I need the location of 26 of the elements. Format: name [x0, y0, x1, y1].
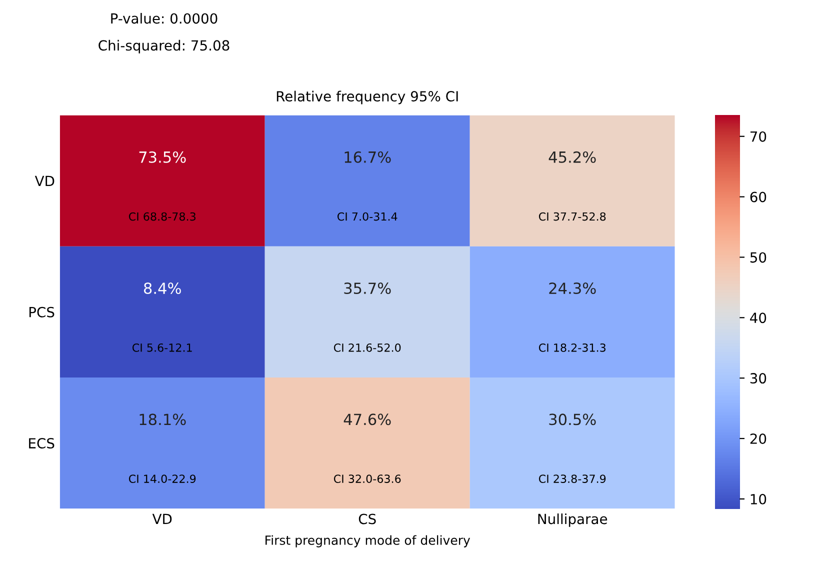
color-bar-label: 20	[750, 433, 766, 444]
text: Chi-squared: 75.08	[98, 40, 230, 54]
text: 8.4% CI 5.6-12.1	[132, 282, 192, 352]
text: 18.1% CI 14.0-22.9	[128, 414, 196, 483]
text: 45.2% CI 37.7-52.8	[538, 151, 606, 221]
color-bar-label: 50	[750, 252, 766, 263]
color-bar-label: 60	[750, 192, 766, 202]
y-tick-label: ECS	[29, 438, 54, 449]
x-axis-title: First pregnancy mode of delivery	[266, 535, 470, 548]
y-tick-label: VD	[34, 176, 54, 186]
color-bar-label: 10	[750, 494, 766, 504]
x-tick-label: VD	[152, 514, 172, 524]
text: P-value: 0.0000	[111, 12, 218, 24]
x-tick-label: CS	[358, 514, 376, 524]
color-bar-label: 40	[750, 312, 766, 324]
text: 73.5% CI 68.8-78.3	[128, 151, 196, 221]
text: 16.7% CI 7.0-31.4	[337, 151, 398, 221]
text: 24.3% CI 18.2-31.3	[538, 282, 606, 352]
x-tick-label: Nulliparae	[538, 513, 608, 527]
text: 35.7% CI 21.6-52.0	[334, 282, 401, 352]
chart-title: Relative frequency 95% CI	[276, 90, 458, 104]
color-bar-label: 70	[750, 131, 766, 142]
text: 30.5% CI 23.8-37.9	[538, 414, 606, 483]
text: 47.6% CI 32.0-63.6	[334, 414, 401, 483]
y-tick-label: PCS	[29, 306, 54, 318]
color-bar-label: 30	[750, 373, 766, 384]
